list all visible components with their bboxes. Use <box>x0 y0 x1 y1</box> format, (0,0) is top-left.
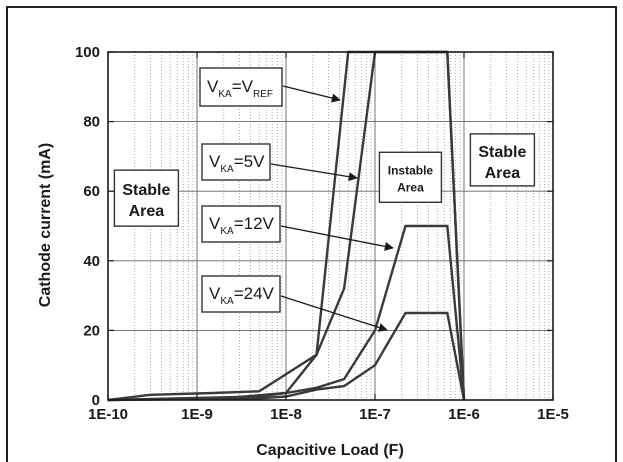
x-tick-label: 1E-10 <box>88 406 128 423</box>
x-tick-label: 1E-7 <box>359 406 391 423</box>
axes <box>107 51 554 401</box>
series-line-3 <box>107 224 466 402</box>
y-axis-title: Cathode current (mA) <box>37 143 54 307</box>
legend-arrow <box>280 225 394 251</box>
legend-arrow <box>280 295 388 332</box>
legend-label: VKA=12V <box>209 214 275 237</box>
region-box <box>378 151 443 203</box>
legend-box <box>201 275 281 313</box>
series-line-4 <box>107 311 466 402</box>
region-label: Stable <box>478 144 526 161</box>
region-label: Area <box>485 165 521 182</box>
x-tick-label: 1E-8 <box>270 406 302 423</box>
x-tick-label: 1E-9 <box>181 406 213 423</box>
annotation-layer: VKA=VREF VKA=5V VKA=12V VKA=24V Stable Area In… <box>113 67 536 332</box>
legend-box <box>201 143 271 181</box>
y-tick-label: 40 <box>83 253 100 270</box>
ticks: 1E-10 1E-9 1E-8 1E-7 1E-6 1E-5 0 20 40 60 80 100 <box>75 44 569 423</box>
y-tick-label: 100 <box>75 44 100 61</box>
region-box <box>113 169 180 227</box>
legend-label: VKA=5V <box>209 152 265 175</box>
minor-grid <box>134 52 550 400</box>
legend-arrow <box>282 85 341 103</box>
region-label: Instable <box>388 163 434 177</box>
plot-frame <box>107 51 554 401</box>
legend-label: VKA=24V <box>209 284 275 307</box>
x-axis-title: Capacitive Load (F) <box>256 442 404 459</box>
legend-arrow <box>270 163 358 182</box>
region-label: Area <box>397 180 424 194</box>
y-tick-label: 80 <box>83 114 100 131</box>
y-tick-label: 60 <box>83 183 100 200</box>
major-grid <box>108 52 553 400</box>
legend-label: VKA=VREF <box>207 77 273 100</box>
legend-box <box>201 205 281 243</box>
y-tick-label: 20 <box>83 322 100 339</box>
region-label: Stable <box>122 182 170 199</box>
region-box <box>469 133 536 187</box>
figure-frame <box>6 6 617 462</box>
x-tick-label: 1E-6 <box>448 406 480 423</box>
legend-box <box>199 67 283 107</box>
y-tick-label: 0 <box>92 392 100 409</box>
region-label: Area <box>129 203 165 220</box>
x-tick-label: 1E-5 <box>537 406 569 423</box>
